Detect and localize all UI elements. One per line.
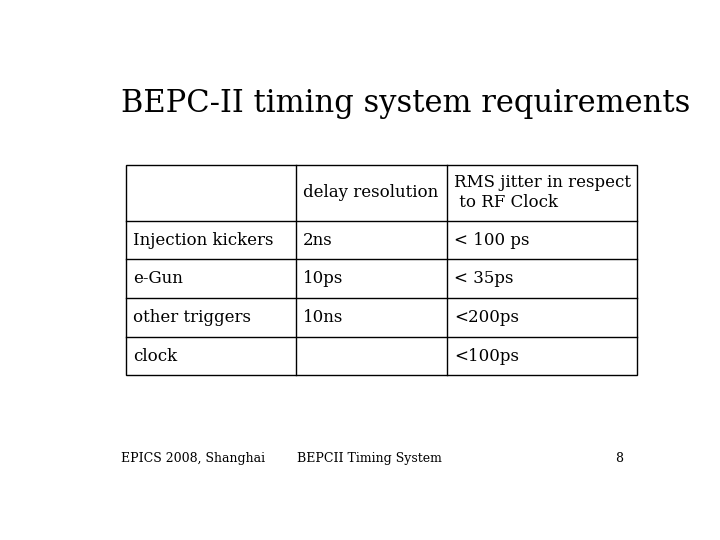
Text: e-Gun: e-Gun — [133, 270, 183, 287]
Text: RMS jitter in respect
 to RF Clock: RMS jitter in respect to RF Clock — [454, 174, 631, 211]
Text: 2ns: 2ns — [303, 232, 333, 248]
Text: EPICS 2008, Shanghai: EPICS 2008, Shanghai — [121, 452, 265, 465]
Text: BEPC-II timing system requirements: BEPC-II timing system requirements — [121, 87, 690, 119]
Text: < 100 ps: < 100 ps — [454, 232, 529, 248]
Text: <200ps: <200ps — [454, 309, 519, 326]
Text: < 35ps: < 35ps — [454, 270, 513, 287]
Text: 8: 8 — [615, 452, 623, 465]
Text: clock: clock — [133, 348, 177, 364]
Text: Injection kickers: Injection kickers — [133, 232, 274, 248]
Text: BEPCII Timing System: BEPCII Timing System — [297, 452, 441, 465]
Text: delay resolution: delay resolution — [303, 184, 438, 201]
Text: <100ps: <100ps — [454, 348, 519, 364]
Text: 10ps: 10ps — [303, 270, 343, 287]
Text: other triggers: other triggers — [133, 309, 251, 326]
Text: 10ns: 10ns — [303, 309, 343, 326]
